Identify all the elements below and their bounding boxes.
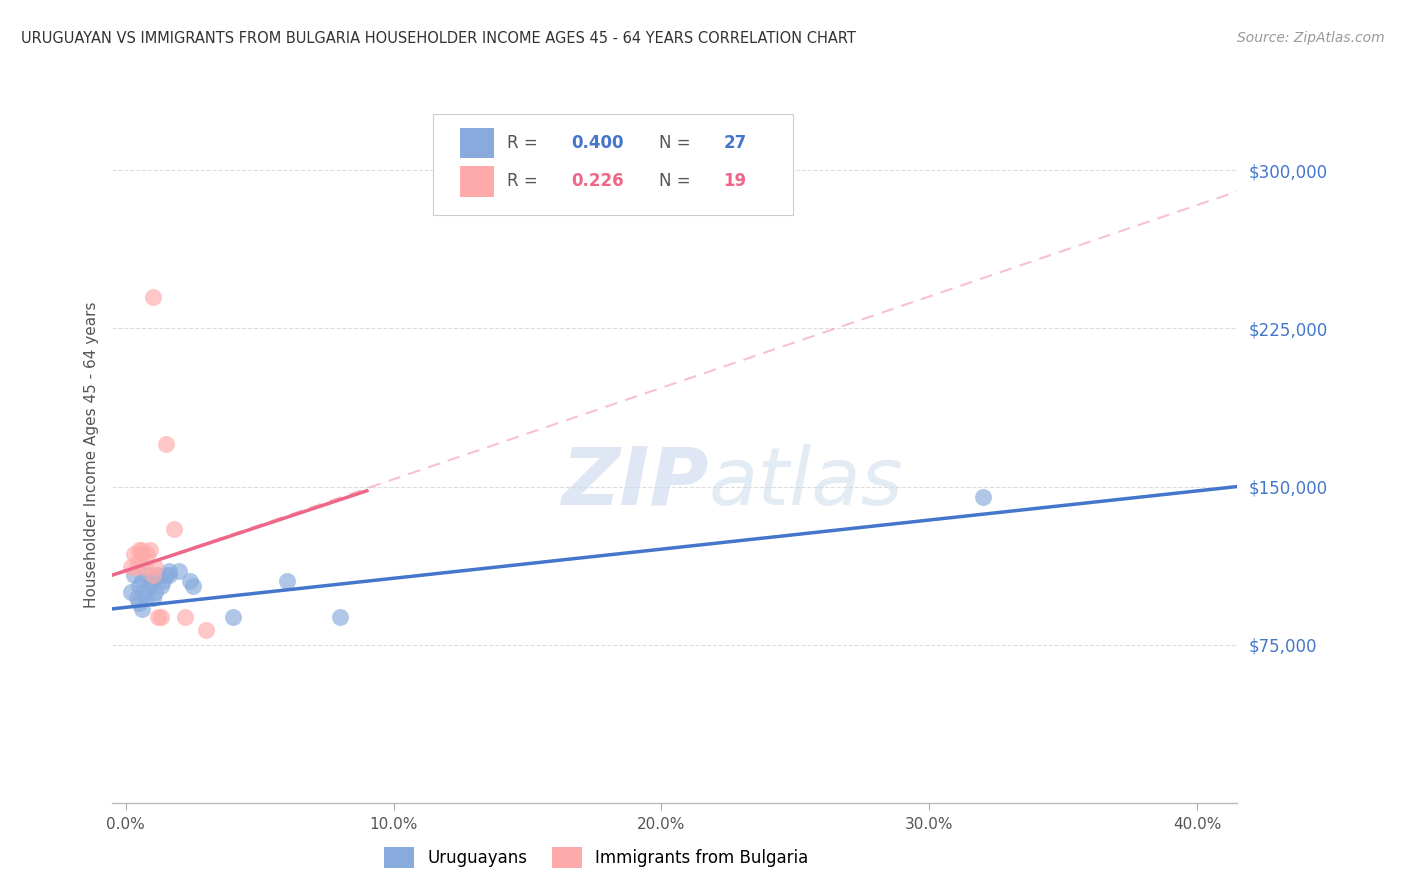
Point [125,559,148,574]
Point [131,602,153,616]
Point [143,559,166,574]
Point [157,568,180,582]
FancyBboxPatch shape [433,114,793,215]
Point [128,595,150,609]
Point [157,564,180,578]
Legend: Uruguayans, Immigrants from Bulgaria: Uruguayans, Immigrants from Bulgaria [377,841,815,874]
Point [134,591,156,606]
Point [128,579,150,593]
Point [155,437,177,451]
Point [128,553,150,567]
Text: Source: ZipAtlas.com: Source: ZipAtlas.com [1237,31,1385,45]
Point [181,579,204,593]
Point [149,579,172,593]
Point [142,574,165,589]
Point [146,568,169,582]
Point [169,564,191,578]
Text: atlas: atlas [709,443,904,522]
Text: N =: N = [659,134,696,152]
Text: 0.400: 0.400 [571,134,624,152]
Point [125,591,148,606]
Point [195,623,218,637]
Point [139,579,162,593]
Point [128,542,150,557]
Point [122,547,145,561]
Point [131,547,153,561]
Point [122,568,145,582]
Point [131,574,153,589]
Point [120,585,142,599]
Point [131,542,153,557]
Point [146,610,169,624]
Point [136,547,159,561]
Point [173,610,195,624]
Point [222,610,245,624]
Point [120,559,142,574]
Point [142,290,165,304]
Text: ZIP: ZIP [561,443,709,522]
FancyBboxPatch shape [460,166,494,196]
Point [143,585,166,599]
Text: 0.226: 0.226 [571,172,624,190]
Point [142,591,165,606]
Point [149,610,172,624]
Point [163,522,186,536]
Text: 27: 27 [723,134,747,152]
Point [276,574,298,589]
Point [155,568,177,582]
Text: 19: 19 [723,172,747,190]
Point [329,610,352,624]
Point [134,559,156,574]
Point [134,585,156,599]
Text: R =: R = [508,172,543,190]
Point [152,574,174,589]
Text: N =: N = [659,172,696,190]
Point [972,490,994,504]
Text: R =: R = [508,134,543,152]
Point [139,542,162,557]
Point [136,568,159,582]
Text: URUGUAYAN VS IMMIGRANTS FROM BULGARIA HOUSEHOLDER INCOME AGES 45 - 64 YEARS CORR: URUGUAYAN VS IMMIGRANTS FROM BULGARIA HO… [21,31,856,46]
FancyBboxPatch shape [460,128,494,159]
Y-axis label: Householder Income Ages 45 - 64 years: Householder Income Ages 45 - 64 years [83,301,98,608]
Point [142,568,165,582]
Point [179,574,201,589]
